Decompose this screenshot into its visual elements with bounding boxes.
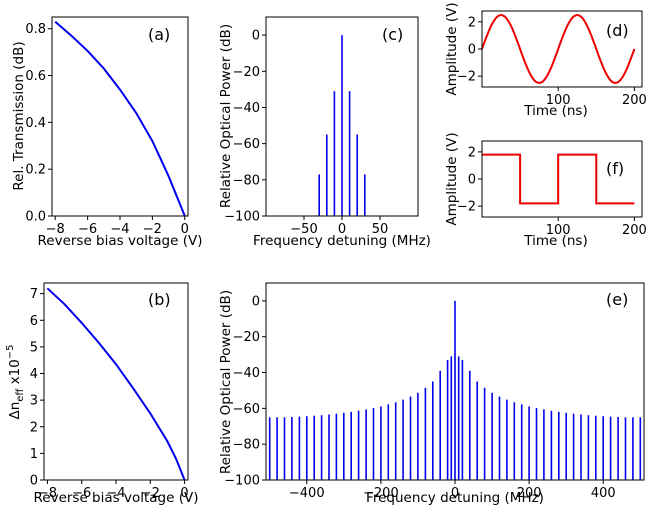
xtick-label-c-0: −50 [290, 222, 317, 237]
ytick-label-d-2: 2 [468, 15, 476, 30]
panel-b-ylabel-delta: Δn [7, 402, 23, 420]
panel-e-ylabel: Relative Optical Power (dB) [218, 290, 234, 474]
xtick-label-a-1: −6 [78, 222, 97, 237]
series-line-f [482, 153, 635, 205]
ytick-label-b-7: 7 [30, 287, 38, 302]
panel-c-xlabel: Frequency detuning (MHz) [253, 233, 431, 249]
ytick-label-b-6: 6 [30, 314, 38, 329]
panel-a-xlabel: Reverse bias voltage (V) [38, 233, 203, 249]
ytick-label-e-0: −100 [224, 474, 260, 489]
panel-f-xlabel: Time (ns) [523, 233, 587, 249]
xtick-label-e-3: 200 [517, 486, 542, 501]
ytick-label-a-1: 0.2 [25, 163, 46, 178]
panel-a: −8 −6 −4 −2 0 0.0 0.2 0.4 0.6 0.8 (a) Reverse bia… [11, 16, 203, 249]
ytick-label-f-0: −2 [457, 200, 476, 215]
panel-b: −8 −6 −4 −2 0 0 1 2 3 4 5 6 7 (b) Reverse bias volta… [5, 282, 199, 506]
panel-a-ylabel: Rel. Transmission (dB) [11, 41, 27, 190]
ytick-label-c-2: −60 [233, 137, 260, 152]
ytick-label-e-5: 0 [252, 294, 260, 309]
panel-e-xlabel: Frequency detuning (MHz) [366, 490, 544, 506]
panel-d-xlabel: Time (ns) [523, 103, 587, 119]
xtick-label-f-1: 200 [622, 223, 647, 238]
panel-e: −400 −200 0 200 400−100−80−60−40−200 (e) Fre… [218, 282, 645, 506]
xtick-label-c-1: 0 [338, 222, 346, 237]
panel-f-label: (f) [606, 159, 624, 178]
ytick-label-f-1: 0 [468, 173, 476, 188]
panel-a-frame [51, 16, 189, 217]
xtick-label-b-0: −8 [38, 486, 57, 501]
ytick-label-b-4: 4 [30, 367, 38, 382]
panel-b-ylabel-exp: −5 [5, 344, 16, 359]
ytick-label-b-5: 5 [30, 340, 38, 355]
xtick-label-d-1: 200 [622, 93, 647, 108]
xtick-label-c-2: 50 [372, 222, 389, 237]
ytick-label-d-1: 0 [468, 43, 476, 58]
xtick-label-a-0: −8 [46, 222, 65, 237]
ytick-label-f-2: 2 [468, 145, 476, 160]
xtick-label-b-4: 0 [180, 486, 188, 501]
ytick-label-b-3: 3 [30, 394, 38, 409]
panel-c: −50 0 50 −100 −80 −60 −40 −20 0 (c) Frequency de… [218, 16, 431, 249]
xtick-label-e-4: 400 [591, 486, 616, 501]
ytick-label-e-2: −60 [233, 402, 260, 417]
xtick-label-b-2: −4 [106, 486, 125, 501]
ytick-label-c-0: −100 [224, 210, 260, 225]
panel-b-ylabel: Δneff x10−5 [5, 344, 26, 419]
xtick-label-a-2: −4 [110, 222, 129, 237]
ytick-label-b-1: 1 [30, 447, 38, 462]
panel-b-label: (b) [148, 290, 171, 309]
ytick-label-e-3: −40 [233, 366, 260, 381]
ytick-label-a-2: 0.4 [25, 116, 46, 131]
panel-c-ylabel: Relative Optical Power (dB) [218, 24, 234, 208]
ytick-label-a-0: 0.0 [25, 210, 46, 225]
panel-b-frame [43, 282, 189, 481]
series-line-d [481, 14, 636, 84]
panel-f-frame [481, 140, 643, 218]
xtick-label-f-0: 100 [546, 223, 571, 238]
ytick-label-b-2: 2 [30, 420, 38, 435]
panel-b-ylabel-mult: x10 [7, 359, 23, 388]
xtick-label-b-1: −6 [72, 486, 91, 501]
xtick-label-e-1: −200 [363, 486, 399, 501]
panel-e-label: (e) [606, 290, 628, 309]
xtick-label-e-0: −400 [289, 486, 325, 501]
panel-a-label: (a) [148, 25, 170, 44]
xtick-label-d-0: 100 [546, 93, 571, 108]
ytick-label-c-4: −20 [233, 65, 260, 80]
panel-b-ylabel-sub: eff [15, 388, 26, 402]
ytick-label-b-0: 0 [30, 474, 38, 489]
panel-d: 100 200 −2 0 2 (d) Time (ns) Amplitude (V) [444, 2, 647, 119]
ytick-label-d-0: −2 [457, 70, 476, 85]
ytick-label-a-3: 0.6 [25, 69, 46, 84]
ytick-label-e-4: −20 [233, 330, 260, 345]
xtick-label-a-4: 0 [181, 222, 189, 237]
series-line-a [54, 20, 186, 217]
panel-d-label: (d) [606, 21, 629, 40]
panel-d-ylabel: Amplitude (V) [444, 2, 460, 95]
panel-f-ylabel: Amplitude (V) [444, 132, 460, 225]
ytick-label-c-5: 0 [252, 29, 260, 44]
ytick-label-c-3: −40 [233, 101, 260, 116]
panel-c-label: (c) [382, 25, 403, 44]
series-line-b [46, 287, 186, 481]
xtick-label-e-2: 0 [451, 486, 459, 501]
panel-b-xlabel: Reverse bias voltage (V) [34, 490, 199, 506]
xtick-label-b-3: −2 [141, 486, 160, 501]
ytick-label-e-1: −80 [233, 438, 260, 453]
ytick-label-c-1: −80 [233, 173, 260, 188]
panel-f: 100 200 −2 0 2 (f) Time (ns) Amplitude (V) [444, 132, 647, 249]
ytick-label-a-4: 0.8 [25, 22, 46, 37]
xtick-label-a-3: −2 [143, 222, 162, 237]
